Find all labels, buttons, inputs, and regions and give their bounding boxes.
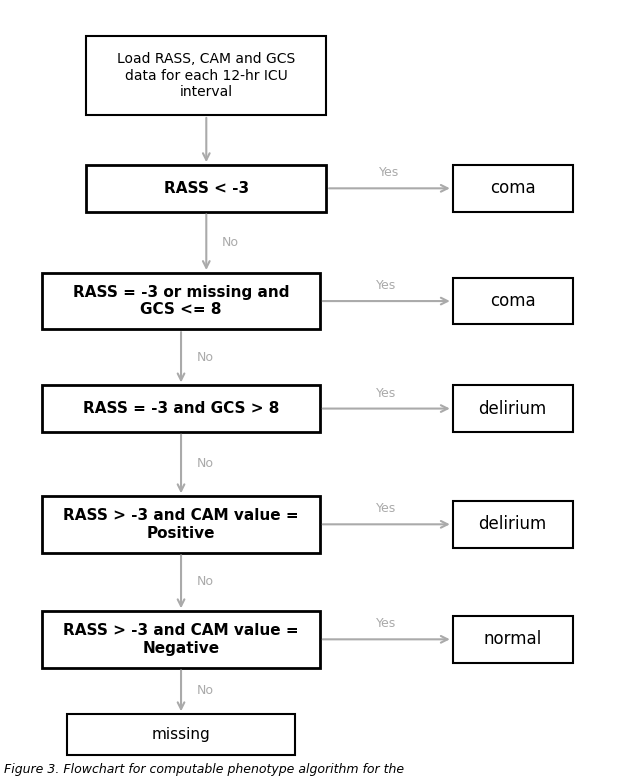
- FancyBboxPatch shape: [452, 165, 573, 212]
- FancyBboxPatch shape: [86, 165, 326, 212]
- Text: delirium: delirium: [479, 516, 547, 534]
- Text: delirium: delirium: [479, 400, 547, 418]
- Text: Load RASS, CAM and GCS
data for each 12-hr ICU
interval: Load RASS, CAM and GCS data for each 12-…: [117, 52, 296, 99]
- Text: No: No: [197, 684, 214, 697]
- FancyBboxPatch shape: [86, 36, 326, 115]
- Text: No: No: [197, 576, 214, 588]
- FancyBboxPatch shape: [452, 616, 573, 663]
- Text: RASS = -3 or missing and
GCS <= 8: RASS = -3 or missing and GCS <= 8: [73, 285, 289, 317]
- Text: Yes: Yes: [380, 166, 399, 179]
- Text: RASS > -3 and CAM value =
Negative: RASS > -3 and CAM value = Negative: [63, 623, 299, 655]
- Text: Yes: Yes: [376, 386, 396, 400]
- Text: No: No: [222, 236, 239, 249]
- FancyBboxPatch shape: [67, 714, 295, 756]
- Text: Yes: Yes: [376, 617, 396, 630]
- Text: missing: missing: [152, 728, 211, 742]
- FancyBboxPatch shape: [452, 386, 573, 432]
- FancyBboxPatch shape: [42, 612, 320, 668]
- Text: normal: normal: [484, 630, 542, 648]
- FancyBboxPatch shape: [452, 501, 573, 548]
- Text: Figure 3. Flowchart for computable phenotype algorithm for the: Figure 3. Flowchart for computable pheno…: [4, 763, 404, 777]
- Text: RASS > -3 and CAM value =
Positive: RASS > -3 and CAM value = Positive: [63, 508, 299, 541]
- Text: No: No: [197, 457, 214, 471]
- FancyBboxPatch shape: [42, 496, 320, 552]
- Text: coma: coma: [490, 292, 536, 310]
- Text: RASS < -3: RASS < -3: [164, 181, 249, 196]
- Text: Yes: Yes: [376, 279, 396, 292]
- FancyBboxPatch shape: [42, 273, 320, 330]
- FancyBboxPatch shape: [452, 278, 573, 324]
- Text: RASS = -3 and GCS > 8: RASS = -3 and GCS > 8: [83, 401, 279, 416]
- Text: No: No: [197, 351, 214, 364]
- Text: coma: coma: [490, 179, 536, 197]
- Text: Yes: Yes: [376, 502, 396, 515]
- FancyBboxPatch shape: [42, 386, 320, 432]
